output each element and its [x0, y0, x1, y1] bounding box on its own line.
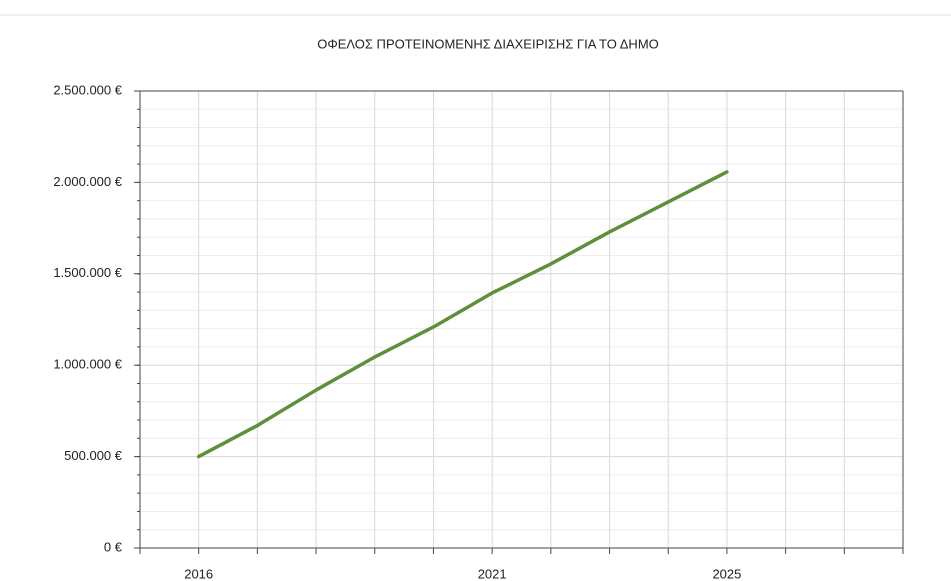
series-line — [196, 170, 729, 459]
chart-title: ΟΦΕΛΟΣ ΠΡΟΤΕΙΝΟΜΕΝΗΣ ΔΙΑΧΕΙΡΙΣΗΣ ΓΙΑ ΤΟ … — [317, 36, 659, 51]
x-tick-label: 2025 — [712, 566, 741, 581]
y-tick-label: 1.500.000 € — [53, 265, 122, 280]
x-tick-label: 2016 — [184, 566, 213, 581]
y-tick-label: 2.000.000 € — [53, 174, 122, 189]
y-tick-label: 0 € — [104, 539, 123, 554]
x-tick-label: 2021 — [478, 566, 507, 581]
y-tick-label: 1.000.000 € — [53, 357, 122, 372]
y-tick-label: 2.500.000 € — [53, 82, 122, 97]
y-tick-label: 500.000 € — [64, 448, 123, 463]
